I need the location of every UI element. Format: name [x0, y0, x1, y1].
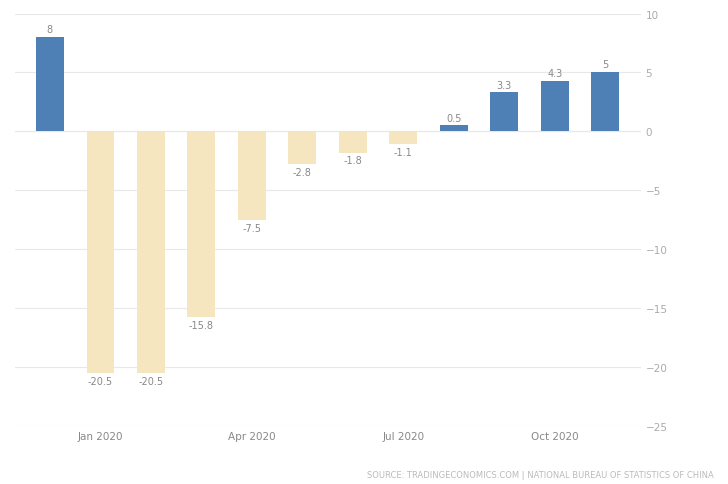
Text: -15.8: -15.8 — [189, 321, 214, 331]
Text: -20.5: -20.5 — [88, 376, 113, 386]
Text: 3.3: 3.3 — [496, 80, 512, 91]
Bar — [440, 126, 467, 132]
Bar — [137, 132, 165, 373]
Bar — [288, 132, 316, 165]
Text: 0.5: 0.5 — [446, 113, 462, 123]
Bar — [87, 132, 114, 373]
Bar — [36, 38, 64, 132]
Bar — [389, 132, 417, 145]
Text: -2.8: -2.8 — [293, 168, 312, 178]
Text: -1.1: -1.1 — [394, 148, 413, 158]
Text: -1.8: -1.8 — [344, 156, 363, 166]
Bar — [491, 93, 518, 132]
Text: -20.5: -20.5 — [138, 376, 164, 386]
Bar — [541, 81, 569, 132]
Text: SOURCE: TRADINGECONOMICS.COM | NATIONAL BUREAU OF STATISTICS OF CHINA: SOURCE: TRADINGECONOMICS.COM | NATIONAL … — [367, 470, 713, 479]
Text: 4.3: 4.3 — [547, 69, 563, 78]
Bar — [238, 132, 266, 220]
Bar — [188, 132, 215, 318]
Bar — [591, 73, 620, 132]
Text: -7.5: -7.5 — [242, 223, 261, 233]
Text: 8: 8 — [47, 25, 53, 35]
Text: 5: 5 — [602, 60, 609, 70]
Bar — [339, 132, 367, 153]
